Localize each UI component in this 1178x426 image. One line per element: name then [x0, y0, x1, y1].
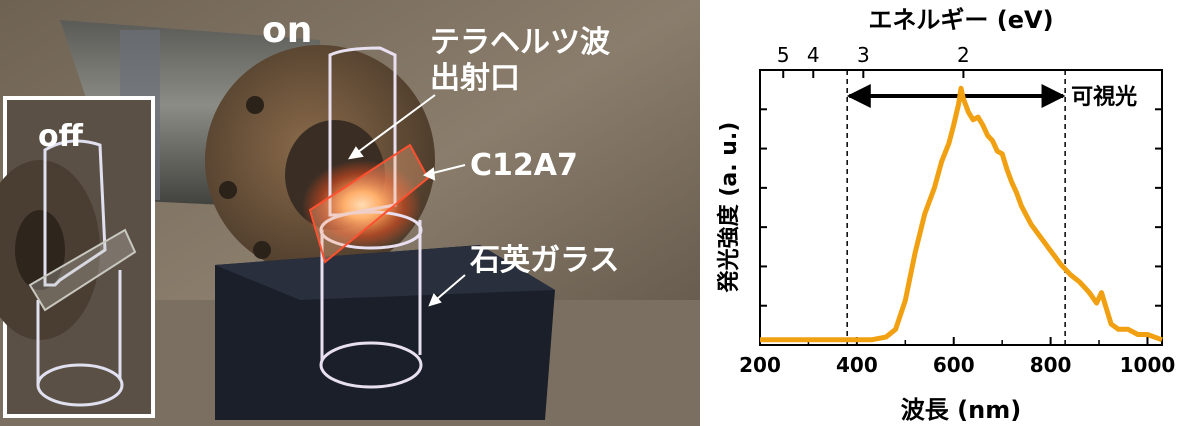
- x-axis-ticks: 200 400 600 800 1000: [739, 337, 1175, 377]
- visible-range-lines: [846, 70, 1066, 345]
- emission-glow: [302, 160, 422, 250]
- x-tick-label: 400: [836, 353, 878, 377]
- flange-bolt-hole: [253, 241, 271, 259]
- visible-label: 可視光: [1071, 85, 1137, 110]
- x-tick-label: 600: [933, 353, 975, 377]
- label-tube: 石英ガラス: [469, 243, 619, 278]
- annotation-arrows: [348, 94, 466, 307]
- label-sample: C12A7: [470, 148, 578, 183]
- x-tick-label: 800: [1030, 353, 1072, 377]
- top-axis-label: エネルギー (eV): [868, 6, 1053, 34]
- spectrum-line: [760, 85, 1163, 343]
- x-tick-label: 200: [739, 353, 781, 377]
- label-emitter-line2: 出射口: [430, 61, 520, 96]
- label-emitter-line1: テラヘルツ波: [430, 25, 611, 60]
- c12a7-sample-plate: [308, 143, 430, 264]
- top-tick-label: 3: [857, 43, 870, 67]
- top-tick-label: 4: [807, 43, 820, 67]
- off-inset: [0, 96, 155, 418]
- flange-bolt-hole: [219, 181, 237, 199]
- experiment-photo: on off テラヘルツ波 出射口 C12A7 石英ガラス: [0, 0, 700, 426]
- x-tick-label: 1000: [1120, 353, 1176, 377]
- x-axis-label: 波長 (nm): [901, 396, 1021, 424]
- y-axis-label: 発光強度 (a. u.): [716, 122, 742, 294]
- flange-bolt-hole: [246, 96, 264, 114]
- top-tick-label: 2: [957, 43, 970, 67]
- label-off: off: [38, 119, 84, 154]
- sample-stand-top: [215, 245, 555, 300]
- top-tick-label: 5: [777, 43, 790, 67]
- plot-frame: [759, 69, 1163, 346]
- label-on: on: [262, 10, 312, 51]
- y-axis-ticks: [760, 108, 1162, 307]
